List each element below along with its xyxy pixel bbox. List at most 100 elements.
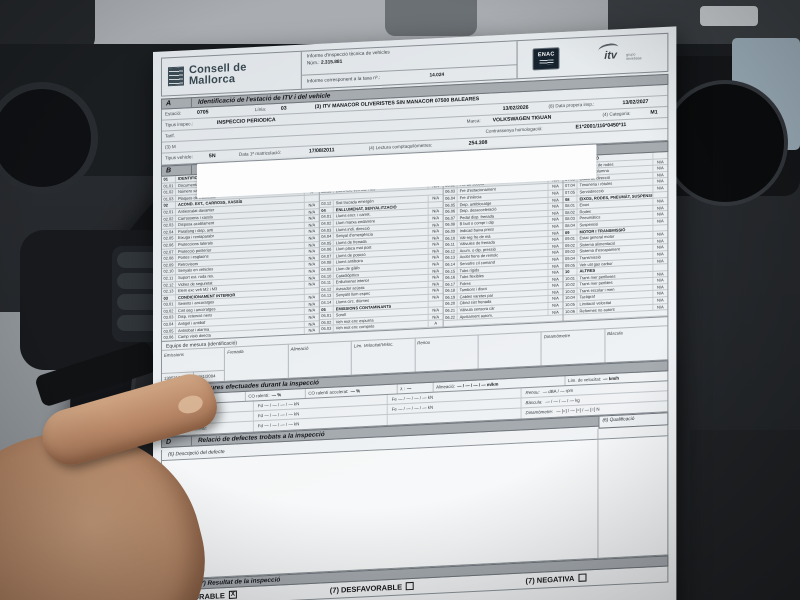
item-result: N/A bbox=[547, 282, 563, 289]
item-code: 02.13 bbox=[161, 288, 176, 295]
itv-logo: itv grupo itevebasa bbox=[590, 40, 652, 69]
item-code: 06.21 bbox=[443, 307, 458, 314]
report-number: 2.315.881 bbox=[320, 59, 343, 66]
item-result bbox=[652, 264, 668, 271]
item-result: N/A bbox=[303, 307, 319, 315]
itv-label: itv bbox=[604, 48, 618, 62]
item-result: N/A bbox=[547, 183, 563, 190]
enac-lines-icon bbox=[539, 58, 554, 65]
item-result: N/A bbox=[303, 274, 319, 281]
item-result: N/A bbox=[652, 237, 668, 245]
item-code: 02.10 bbox=[161, 268, 176, 275]
item-result bbox=[652, 191, 668, 198]
item-code: 10.04 bbox=[563, 295, 578, 302]
wheel-button bbox=[117, 273, 159, 289]
item-result bbox=[303, 287, 319, 295]
wheel-button bbox=[117, 294, 159, 310]
tachometer-gauge bbox=[662, 80, 788, 206]
item-code: 04.10 bbox=[319, 273, 334, 280]
item-result: N/A bbox=[652, 297, 668, 304]
item-result: N/A bbox=[547, 223, 563, 230]
measure-label: λ : bbox=[400, 386, 405, 392]
item-result: N/A bbox=[652, 171, 668, 179]
item-code: 04.01 bbox=[319, 213, 334, 220]
item-code: 06.17 bbox=[443, 281, 458, 288]
item-result: N/A bbox=[547, 236, 563, 243]
item-code: 09.01 bbox=[563, 235, 578, 242]
tariff-label: Tarif. bbox=[164, 133, 175, 139]
item-code: 05 bbox=[319, 306, 334, 313]
item-result: N/A bbox=[652, 184, 668, 192]
item-result: N/A bbox=[652, 178, 668, 185]
item-code: 03.03 bbox=[161, 314, 176, 321]
equipment-column-label: Bàscula bbox=[607, 329, 623, 336]
item-code: 06.08 bbox=[443, 221, 458, 228]
item-code: 08 bbox=[563, 195, 578, 203]
item-result: N/A bbox=[652, 251, 668, 258]
tax-label: Informe corresponent a la taxa nº.: bbox=[306, 75, 381, 85]
item-code: 06.14 bbox=[443, 261, 458, 268]
item-result: N/A bbox=[303, 314, 319, 321]
measure-label: CO ralentí accelerat: bbox=[308, 388, 349, 396]
item-result: N/A bbox=[427, 267, 443, 275]
equipment-column-label: Lím. Velocitat/Veloc. bbox=[353, 341, 394, 349]
item-result: N/A bbox=[427, 228, 443, 235]
item-code: 04.12 bbox=[319, 286, 334, 293]
item-code: 06.05 bbox=[443, 201, 458, 209]
item-code: 04.03 bbox=[319, 226, 334, 234]
item-result: N/A bbox=[427, 221, 443, 228]
vehicle-type: 5N bbox=[208, 153, 216, 160]
item-result: N/A bbox=[652, 284, 668, 291]
item-result: N/A bbox=[547, 256, 563, 263]
item-code: 02.02 bbox=[161, 215, 176, 222]
item-code: 08.02 bbox=[563, 209, 578, 216]
item-code: 09 bbox=[563, 229, 578, 236]
enac-label: ENAC bbox=[537, 50, 555, 58]
item-result: N/A bbox=[652, 165, 668, 172]
rearview-mirror-base bbox=[385, 0, 477, 36]
inspection-report-paper: Consell de Mallorca Informe d'inspecció … bbox=[153, 26, 677, 600]
item-result: N/A bbox=[547, 308, 563, 316]
measure-value: — % bbox=[350, 388, 361, 394]
item-code: 06.18 bbox=[443, 287, 458, 294]
item-result: N/A bbox=[427, 274, 443, 281]
plate-label: (3) M bbox=[164, 144, 176, 150]
item-result: A bbox=[427, 320, 443, 327]
item-result: N/A bbox=[547, 196, 563, 204]
item-code: 03.04 bbox=[161, 321, 176, 328]
item-code: 04.14 bbox=[319, 299, 334, 306]
item-code: 04.04 bbox=[319, 233, 334, 240]
item-code: 03.02 bbox=[161, 308, 176, 315]
equipment-column: Frenada bbox=[225, 344, 289, 381]
item-code: 06.07 bbox=[443, 215, 458, 222]
item-code: 01.02 bbox=[161, 189, 176, 196]
itv-group-label: grupo itevebasa bbox=[626, 52, 641, 61]
item-result: N/A bbox=[547, 242, 563, 250]
item-result: N/A bbox=[427, 234, 443, 242]
item-code: 08.01 bbox=[563, 202, 578, 209]
section-b-letter: B bbox=[161, 165, 192, 176]
result-option: (7) NEGATIVA bbox=[526, 569, 668, 585]
item-code: 02 bbox=[161, 202, 176, 209]
item-code: 03 bbox=[161, 294, 176, 302]
item-result: N/A bbox=[303, 228, 319, 235]
item-result bbox=[652, 151, 668, 159]
item-result: N/A bbox=[303, 254, 319, 262]
item-code: 10.01 bbox=[563, 275, 578, 282]
report-meta-block: Informe d'inspecció tècnica de vehicles … bbox=[301, 41, 518, 89]
item-result: N/A bbox=[547, 302, 563, 309]
equipment-column-label: Alineació bbox=[290, 345, 309, 352]
issuer-name-line2: Mallorca bbox=[188, 72, 236, 87]
item-code: 02.06 bbox=[161, 242, 176, 249]
item-result: N/A bbox=[652, 158, 668, 165]
item-result: N/A bbox=[303, 241, 319, 248]
item-result: N/A bbox=[303, 261, 319, 268]
item-code: 06.11 bbox=[443, 241, 458, 248]
item-result: N/A bbox=[303, 208, 319, 215]
item-code: 03.06 bbox=[161, 334, 176, 341]
item-code: 09.02 bbox=[563, 242, 578, 249]
result-option-label: (7) NEGATIVA bbox=[525, 573, 575, 585]
item-code: 04.02 bbox=[319, 220, 334, 227]
item-code: 04.11 bbox=[319, 279, 334, 286]
